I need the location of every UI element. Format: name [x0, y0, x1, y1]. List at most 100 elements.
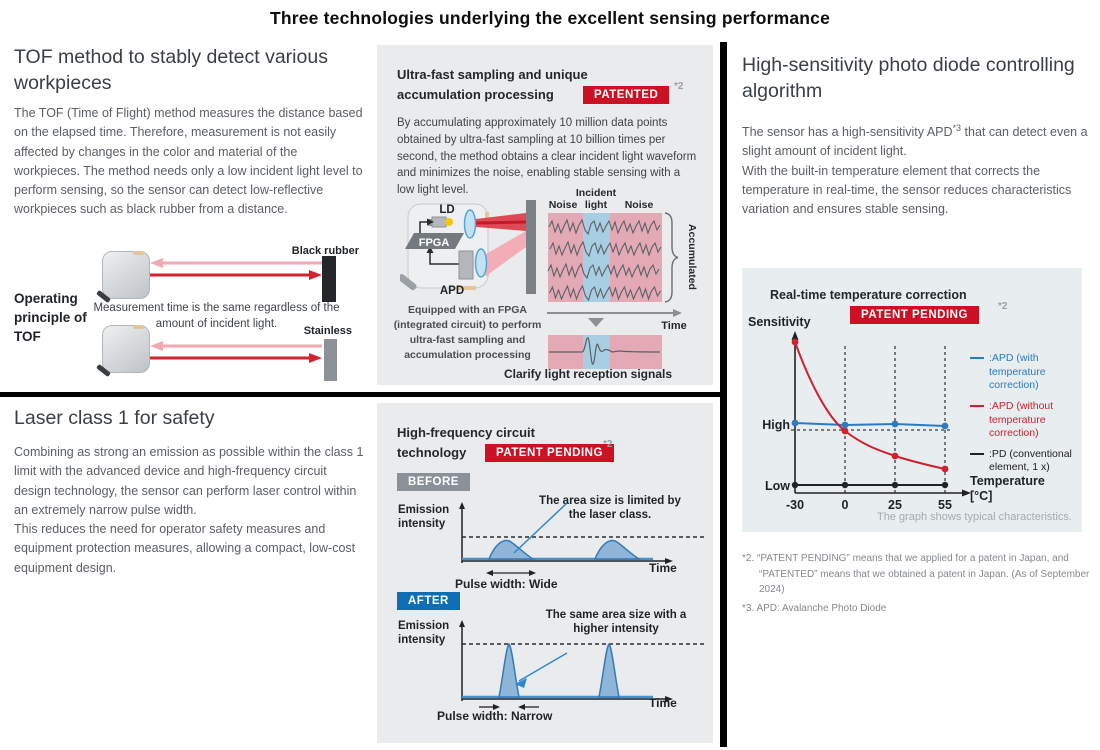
footnote-2: *2. “PATENT PENDING” means that we appli… — [742, 553, 1090, 595]
after-annotation: The same area size with a higher intensi… — [545, 609, 687, 636]
apd-element — [458, 250, 474, 280]
laser-heading: Laser class 1 for safety — [14, 407, 215, 429]
sampling-panel: Ultra-fast sampling and unique accumulat… — [377, 45, 713, 385]
stainless-target — [324, 339, 337, 381]
noise-right-label: Noise — [625, 199, 654, 211]
fpga-caption: Equipped with an FPGA (integrated circui… — [393, 304, 542, 361]
legend-item-apd-with: :APD (with temperature correction) — [970, 352, 1082, 393]
before-chart — [459, 502, 705, 576]
patent-pending-badge-note: *2 — [603, 439, 613, 450]
after-badge: AFTER — [397, 592, 460, 610]
fpga-label: FPGA — [419, 237, 450, 249]
circuit-title-line1: High-frequency circuit — [397, 425, 535, 440]
temp-chart-panel: Real-time temperature correction PATENT … — [742, 268, 1082, 532]
time-axis-arrow — [673, 309, 682, 317]
black-line-swatch — [970, 452, 984, 455]
temp-chart-plot: High Low -30 0 25 55 — [762, 331, 971, 512]
high-level-label: High — [762, 418, 790, 432]
before-annotation-line — [513, 502, 568, 554]
tick-label: -30 — [786, 498, 804, 512]
narrow-pulse — [598, 642, 620, 698]
tof-body: The TOF (Time of Flight) method measures… — [14, 106, 363, 217]
lens-icon — [474, 248, 488, 278]
temp-chart-title: Real-time temperature correction — [770, 288, 967, 302]
tof-heading: TOF method to stably detect various work… — [14, 46, 328, 95]
lens-icon — [463, 209, 477, 239]
patent-pending-badge: PATENT PENDING — [850, 306, 979, 324]
wide-pulse — [487, 539, 536, 560]
time-label: Time — [661, 320, 686, 332]
photodiode-body-text: that can detect even a slight amount of … — [742, 125, 1088, 159]
low-level-label: Low — [765, 479, 790, 493]
tof-diagram-caption: Measurement time is the same regardless … — [93, 302, 340, 330]
before-time-label: Time — [649, 561, 677, 575]
stainless-label: Stainless — [303, 325, 352, 337]
tof-diagram: Operating principle of TOF Black rubber … — [14, 245, 364, 390]
incident-label: Incident — [576, 187, 617, 199]
temp-chart-legend: :APD (with temperature correction) :APD … — [970, 352, 1082, 482]
tof-principle-label: Operating principle of TOF — [14, 291, 87, 344]
accumulate-brace — [664, 212, 679, 303]
photodiode-body-text: The sensor has a high-sensitivity APD — [742, 125, 953, 140]
legend-label: :APD (with temperature correction) — [989, 352, 1046, 392]
after-yaxis-label: Emission intensity — [398, 620, 450, 647]
legend-item-pd: :PD (conventional element, 1 x) — [970, 448, 1082, 475]
before-annotation: The area size is limited by the laser cl… — [539, 495, 681, 522]
after-time-label: Time — [649, 696, 677, 710]
return-beam-arrow — [150, 341, 322, 351]
circuit-panel: High-frequency circuit technology PATENT… — [377, 403, 713, 743]
horizontal-divider — [0, 392, 727, 397]
clean-signal — [549, 337, 661, 365]
patented-badge: PATENTED — [583, 86, 670, 104]
narrow-pulse — [498, 642, 520, 698]
apd-label: APD — [440, 285, 464, 297]
schematic-target — [526, 200, 536, 294]
down-triangle-icon — [588, 318, 604, 327]
accumulated-label: Accumulated — [686, 224, 698, 290]
tick-label: 25 — [888, 498, 902, 512]
legend-item-apd-without: :APD (without temperature correction) — [970, 400, 1082, 441]
ld-label: LD — [439, 204, 454, 216]
clarify-caption: Clarify light reception signals — [503, 367, 673, 381]
waveform-panel: Incident Noise light Noise Accumulated T… — [547, 187, 698, 369]
circuit-title: High-frequency circuit technology — [397, 423, 597, 463]
sampling-title-line1: Ultra-fast sampling and unique — [397, 67, 588, 82]
emit-beam-arrow — [150, 270, 322, 280]
apd-corrected-series-line — [794, 422, 946, 427]
before-yaxis-label: Emission intensity — [398, 504, 450, 531]
emit-beam-arrow — [150, 353, 322, 363]
tof-sensor-icon — [102, 325, 150, 373]
before-badge: BEFORE — [397, 473, 470, 491]
temperature-axis-label: Temperature [°C] — [970, 474, 1045, 504]
tof-sensor-icon — [102, 251, 150, 299]
tick-label: 0 — [842, 498, 849, 512]
after-pulse-label: Pulse width: Narrow — [437, 709, 553, 723]
wide-pulse — [593, 539, 642, 560]
photodiode-body-p2: With the built-in temperature element th… — [742, 163, 1072, 217]
legend-label: :APD (without temperature correction) — [989, 399, 1054, 440]
red-line-swatch — [970, 404, 984, 407]
after-annotation-arrow — [518, 652, 568, 682]
legend-label: :PD (conventional element, 1 x) — [989, 447, 1072, 474]
patented-badge-note: *2 — [674, 81, 684, 92]
noise-left-label: Noise — [549, 199, 578, 211]
footnotes: *2. “PATENT PENDING” means that we appli… — [742, 551, 1090, 619]
laser-body-p1: Combining as strong an emission as possi… — [14, 445, 364, 517]
footnote-3: *3. APD: Avalanche Photo Diode — [742, 602, 887, 614]
patent-pending-badge: PATENT PENDING — [485, 444, 614, 462]
apd-footnote-marker: *3 — [952, 123, 962, 133]
circuit-title-line2: technology — [397, 445, 467, 461]
temperature-axis-line1: Temperature — [970, 474, 1045, 488]
light-label: light — [585, 199, 608, 211]
laser-body: Combining as strong an emission as possi… — [14, 443, 366, 578]
return-beam — [486, 231, 526, 276]
photodiode-heading: High-sensitivity photo diode controlling… — [742, 54, 1075, 103]
temp-chart-caption: The graph shows typical characteristics. — [876, 511, 1072, 523]
tick-label: 55 — [938, 498, 952, 512]
page-title: Three technologies underlying the excell… — [269, 8, 831, 28]
sampling-title-line2: accumulation processing — [397, 87, 554, 103]
photodiode-body-p1: The sensor has a high-sensitivity APD*3 … — [742, 122, 1088, 162]
laser-body-p2: This reduces the need for operator safet… — [14, 522, 356, 575]
before-pulse-label: Pulse width: Wide — [455, 577, 558, 591]
apd-uncorrected-series-line — [794, 341, 946, 470]
